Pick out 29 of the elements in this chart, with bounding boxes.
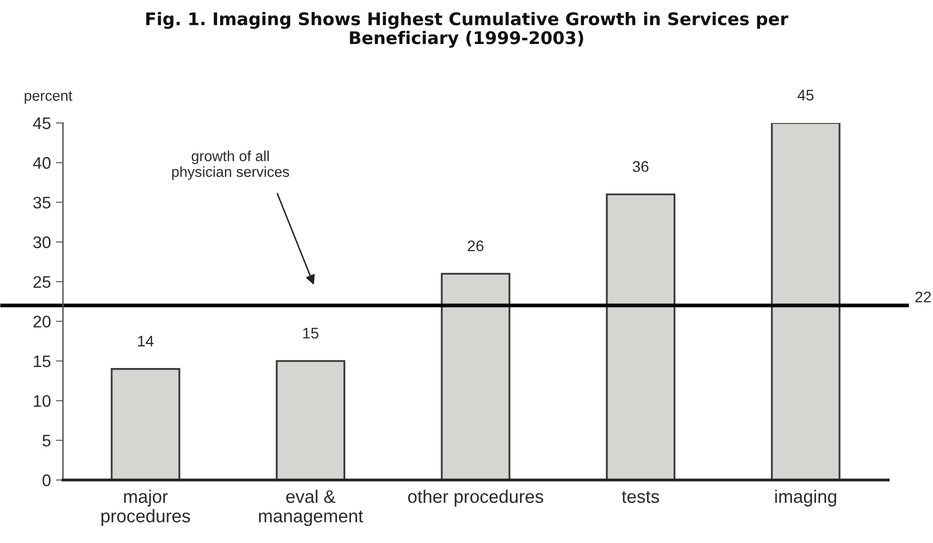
y-tick-label: 40 — [33, 157, 51, 169]
data-label: 15 — [303, 328, 318, 339]
annotation: growth of all physician services — [172, 150, 290, 180]
y-tick-label: 15 — [34, 356, 50, 368]
y-tick-label: 25 — [33, 276, 50, 288]
y-axis-title: percent — [24, 91, 72, 104]
ref-line-label: 22 — [915, 292, 931, 302]
bar — [770, 122, 840, 480]
y-tick-label: 10 — [34, 395, 51, 407]
x-tick-label: imaging — [775, 490, 836, 507]
data-label: 14 — [138, 336, 154, 346]
bar — [440, 272, 510, 480]
bar — [276, 360, 346, 480]
x-tick-label: other procedures — [408, 490, 544, 507]
y-tick-label: 5 — [42, 434, 50, 447]
chart-title: Fig. 1. Imaging Shows Highest Cumulative Growth in Services per Beneficiary (1999-2003) — [146, 12, 788, 48]
bar — [110, 368, 180, 480]
y-tick-label: 0 — [42, 474, 51, 486]
x-tick-label: tests — [622, 491, 660, 503]
x-tick-label: major procedures — [102, 490, 190, 526]
y-tick-label: 30 — [33, 236, 51, 248]
bar — [606, 193, 676, 480]
data-label: 45 — [798, 90, 814, 101]
y-tick-label: 35 — [33, 196, 50, 209]
data-label: 26 — [468, 240, 484, 252]
data-label: 36 — [632, 161, 648, 172]
x-tick-label: eval & management — [259, 490, 364, 526]
y-tick-label: 20 — [33, 316, 51, 328]
y-tick-label: 45 — [33, 118, 50, 130]
